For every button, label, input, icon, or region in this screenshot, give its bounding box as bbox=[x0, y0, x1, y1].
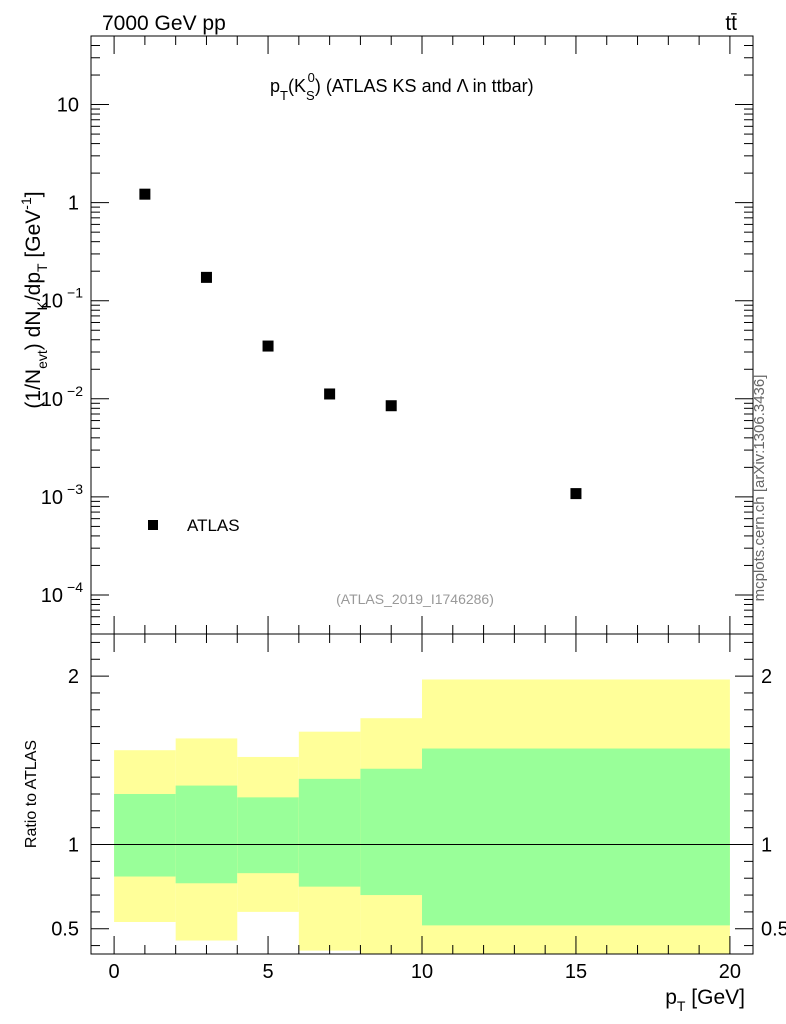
ratio-y-tick-label-right: 1 bbox=[761, 835, 772, 857]
legend-label-atlas: ATLAS bbox=[187, 516, 240, 535]
title-sup-0: 0 bbox=[308, 70, 315, 85]
data-point bbox=[200, 271, 212, 283]
main-plot-y-axis-label: (1/Nevt) dNK/dpT [GeV-1] bbox=[18, 191, 50, 408]
ylabel-K: K bbox=[34, 301, 50, 311]
side-source-label: mcplots.cern.ch [arXiv:1306.3436] bbox=[751, 375, 768, 602]
data-point bbox=[139, 188, 151, 200]
main-y-tick-label: 10 bbox=[41, 487, 63, 509]
title-K: (K bbox=[288, 76, 306, 96]
ratio-y-ticks: 0.5 0.5 1 1 2 2 bbox=[51, 641, 786, 947]
ylabel-a: (1/N bbox=[22, 369, 45, 409]
title-rest: ) (ATLAS KS and Λ in ttbar) bbox=[315, 76, 534, 96]
main-plot-x-ticks bbox=[113, 36, 731, 634]
title-sub-S: S bbox=[306, 88, 315, 103]
data-point bbox=[324, 388, 336, 400]
ratio-x-tick-label: 10 bbox=[411, 961, 433, 983]
ratio-y-tick-label-left: 1 bbox=[68, 835, 79, 857]
main-y-tick-label: 10 bbox=[41, 291, 63, 313]
main-y-tick-exponent: −2 bbox=[67, 383, 83, 399]
ratio-inner-band bbox=[360, 768, 422, 896]
main-plot-title: pT(KS 0) (ATLAS KS and Λ in ttbar) bbox=[270, 70, 534, 103]
data-point bbox=[262, 340, 274, 352]
ratio-y-tick-label-left: 0.5 bbox=[51, 919, 79, 941]
ratio-x-tick-label: 20 bbox=[719, 961, 741, 983]
main-y-tick-label: 1 bbox=[68, 193, 79, 215]
analysis-id-annotation: (ATLAS_2019_I1746286) bbox=[336, 591, 494, 607]
ylabel-exp: -1 bbox=[18, 197, 34, 210]
ylabel-evt: evt bbox=[34, 350, 50, 369]
xlabel-T: T bbox=[677, 998, 686, 1014]
ratio-inner-band bbox=[422, 748, 730, 926]
main-y-tick-exponent: −4 bbox=[67, 579, 83, 595]
ratio-y-tick-label-left: 2 bbox=[68, 666, 79, 688]
xlabel-unit: [GeV] bbox=[685, 986, 745, 1009]
ratio-x-ticks: 0 5 10 15 20 bbox=[109, 634, 741, 983]
title-p: p bbox=[270, 76, 280, 96]
ylabel-T: T bbox=[34, 263, 50, 272]
ratio-y-tick-label-right: 0.5 bbox=[761, 919, 786, 941]
ratio-inner-band bbox=[114, 794, 176, 877]
ratio-plot-panel: 0.5 0.5 1 1 2 2 0 5 10 15 20 Ratio to ATLAS pT [G… bbox=[23, 633, 786, 1014]
ylabel-d: [GeV bbox=[22, 210, 45, 264]
ratio-inner-band bbox=[298, 778, 361, 887]
main-y-tick-label: 10 bbox=[57, 95, 79, 117]
ratio-bands bbox=[114, 679, 730, 954]
title-sub-T: T bbox=[280, 88, 288, 103]
ylabel-c: /dp bbox=[22, 272, 45, 301]
header-right-label: tt̄ bbox=[725, 12, 737, 35]
ylabel-b: ) dN bbox=[22, 311, 45, 351]
main-y-tick-label: 10 bbox=[41, 389, 63, 411]
ratio-x-tick-label: 5 bbox=[262, 961, 273, 983]
ratio-y-axis-label: Ratio to ATLAS bbox=[23, 740, 40, 848]
ratio-inner-band bbox=[175, 785, 238, 884]
main-plot-frame bbox=[90, 35, 754, 635]
xlabel-p: p bbox=[665, 986, 677, 1009]
legend-marker-atlas bbox=[148, 520, 158, 530]
ratio-y-tick-label-right: 2 bbox=[761, 666, 772, 688]
ratio-inner-band bbox=[237, 797, 299, 874]
ratio-x-tick-label: 15 bbox=[565, 961, 587, 983]
ratio-x-axis-label: pT [GeV] bbox=[665, 986, 745, 1014]
main-y-tick-exponent: −3 bbox=[67, 481, 83, 497]
header-left-label: 7000 GeV pp bbox=[102, 12, 226, 35]
main-y-tick-label: 10 bbox=[41, 585, 63, 607]
main-y-tick-exponent: −1 bbox=[67, 285, 83, 301]
ylabel-f: ] bbox=[22, 191, 45, 197]
data-point bbox=[570, 488, 582, 500]
main-plot-points bbox=[139, 188, 582, 500]
ratio-x-tick-label: 0 bbox=[109, 961, 120, 983]
data-point bbox=[385, 400, 397, 412]
